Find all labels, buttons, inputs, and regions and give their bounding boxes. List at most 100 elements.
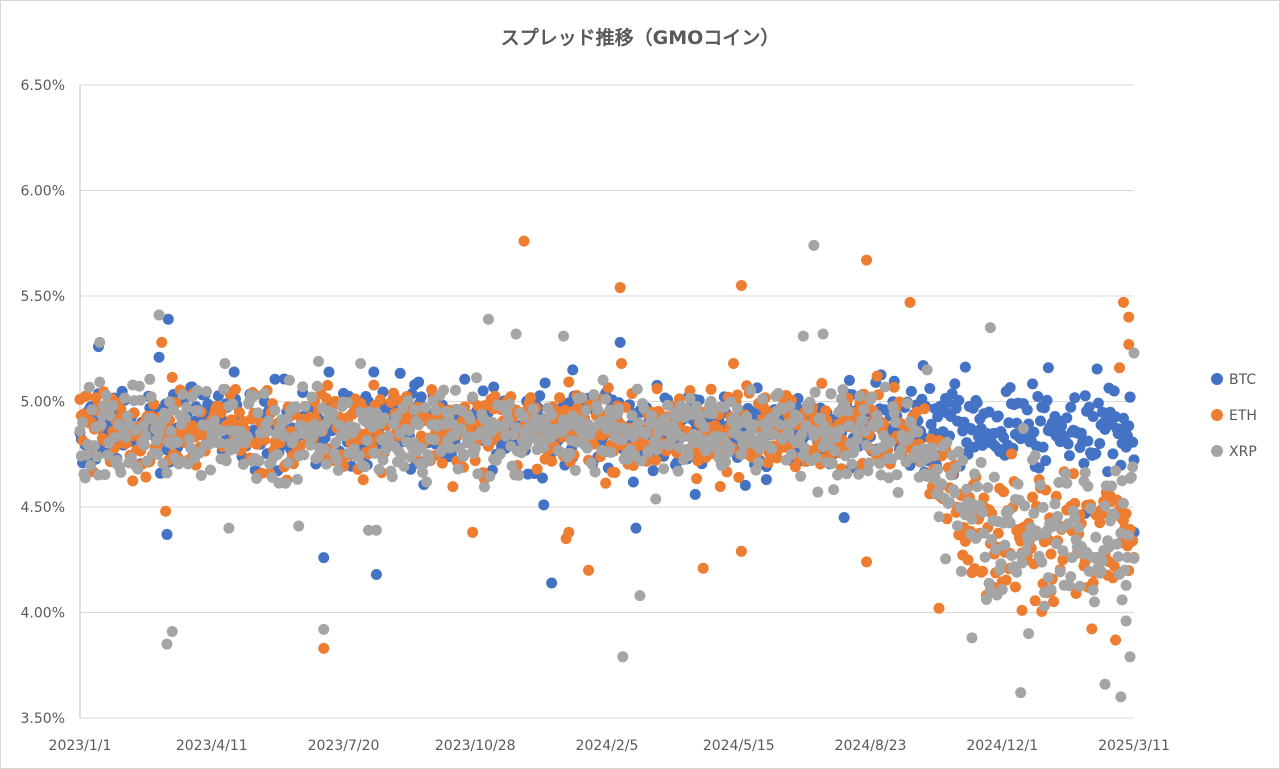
eth-point [447,481,459,493]
xrp-point [1090,531,1102,543]
xrp-point [318,443,330,455]
btc-point [1082,435,1094,447]
xrp-point [796,428,808,440]
btc-point [1037,441,1049,453]
xrp-point [459,449,471,461]
legend-label-xrp: XRP [1229,444,1257,460]
eth-point [600,477,612,489]
xrp-point [1015,687,1027,699]
xrp-point [194,447,206,459]
xrp-point [1112,551,1124,563]
xrp-point [179,413,191,425]
xrp-point [859,425,871,437]
xrp-point [278,430,290,442]
btc-point [1078,457,1090,469]
xrp-point [1117,497,1129,509]
xrp-point [355,358,367,370]
xrp-point [753,456,765,468]
eth-point [127,475,139,487]
xrp-point [828,484,840,496]
xrp-point [478,481,490,493]
xrp-point [817,328,829,340]
xrp-point [638,403,650,415]
xrp-point [995,558,1007,570]
xrp-point [1128,552,1140,564]
xrp-point [518,411,530,423]
xrp-point [510,422,522,434]
xrp-point [932,463,944,475]
xrp-point [643,444,655,456]
btc-point [630,522,642,534]
xrp-point [306,391,318,403]
xrp-point [613,403,625,415]
xrp-point [884,436,896,448]
xrp-point [1036,556,1048,568]
xrp-point [961,483,973,495]
xrp-point [269,404,281,416]
xrp-point [248,390,260,402]
xrp-point [832,469,844,481]
btc-point [1042,362,1054,374]
xrp-point [1003,505,1015,517]
xrp-point [398,460,410,472]
xrp-point [951,520,963,532]
xrp-point [631,383,643,395]
xrp-point [349,422,361,434]
y-axis-ticks: 3.50% 4.00% 4.50% 5.00% 5.50% 6.00% 6.50% [21,78,65,727]
y-tick-label: 5.00% [21,395,65,411]
btc-point [415,391,427,403]
xrp-point [251,473,263,485]
xrp-point [633,417,645,429]
chart-title: スプレッド推移（GMOコイン） [501,26,780,49]
btc-point [1075,427,1087,439]
xrp-point [144,373,156,385]
xrp-point [220,455,232,467]
btc-point [1124,391,1136,403]
eth-point [1045,548,1057,560]
xrp-point [1099,500,1111,512]
xrp-point [253,455,265,467]
legend-marker-btc [1211,373,1223,385]
xrp-point [283,374,295,386]
xrp-point [104,410,116,422]
legend-marker-xrp [1211,445,1223,457]
eth-point [229,384,241,396]
xrp-point [826,457,838,469]
xrp-point [146,413,158,425]
xrp-point [472,468,484,480]
xrp-point [137,420,149,432]
eth-point [1123,311,1135,323]
eth-point [160,505,172,517]
xrp-point [546,409,558,421]
xrp-point [218,383,230,395]
xrp-point [810,452,822,464]
eth-point [1114,362,1126,374]
xrp-point [756,393,768,405]
btc-point [1028,426,1040,438]
xrp-point [191,384,203,396]
xrp-point [650,493,662,505]
xrp-point [237,458,249,470]
xrp-point [1057,545,1069,557]
x-tick-label: 2024/2/5 [576,738,639,754]
eth-point [651,383,663,395]
xrp-point [327,407,339,419]
btc-point [949,378,961,390]
eth-point [318,642,330,654]
xrp-point [940,553,952,565]
eth-point [90,392,102,404]
xrp-point [183,433,195,445]
xrp-point [1037,501,1049,513]
xrp-point [527,403,539,415]
xrp-point [312,355,324,367]
btc-point [1094,438,1106,450]
eth-point [1094,517,1106,529]
xrp-point [1116,594,1128,606]
x-tick-label: 2025/3/11 [1098,738,1170,754]
xrp-point [1052,511,1064,523]
xrp-point [1005,549,1017,561]
xrp-point [1045,584,1057,596]
btc-point [971,397,983,409]
xrp-point [979,551,991,563]
xrp-point [878,430,890,442]
